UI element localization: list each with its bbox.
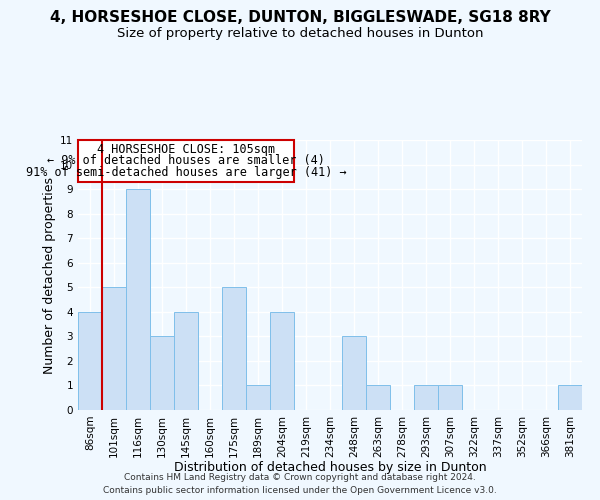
- Bar: [102, 288, 126, 410]
- Text: 4 HORSESHOE CLOSE: 105sqm: 4 HORSESHOE CLOSE: 105sqm: [97, 142, 275, 156]
- FancyBboxPatch shape: [78, 140, 294, 181]
- Text: 4, HORSESHOE CLOSE, DUNTON, BIGGLESWADE, SG18 8RY: 4, HORSESHOE CLOSE, DUNTON, BIGGLESWADE,…: [50, 10, 550, 25]
- Text: Contains public sector information licensed under the Open Government Licence v3: Contains public sector information licen…: [103, 486, 497, 495]
- Bar: [126, 189, 150, 410]
- Bar: [558, 386, 582, 410]
- Bar: [78, 312, 102, 410]
- Bar: [150, 336, 174, 410]
- Bar: [366, 386, 390, 410]
- Text: Contains HM Land Registry data © Crown copyright and database right 2024.: Contains HM Land Registry data © Crown c…: [124, 474, 476, 482]
- Text: 91% of semi-detached houses are larger (41) →: 91% of semi-detached houses are larger (…: [26, 166, 346, 179]
- Bar: [246, 386, 270, 410]
- Y-axis label: Number of detached properties: Number of detached properties: [43, 176, 56, 374]
- Bar: [438, 386, 462, 410]
- Bar: [342, 336, 366, 410]
- Bar: [414, 386, 438, 410]
- Bar: [222, 288, 246, 410]
- Bar: [174, 312, 198, 410]
- Text: ← 9% of detached houses are smaller (4): ← 9% of detached houses are smaller (4): [47, 154, 325, 168]
- Text: Size of property relative to detached houses in Dunton: Size of property relative to detached ho…: [117, 28, 483, 40]
- Bar: [270, 312, 294, 410]
- X-axis label: Distribution of detached houses by size in Dunton: Distribution of detached houses by size …: [173, 461, 487, 474]
